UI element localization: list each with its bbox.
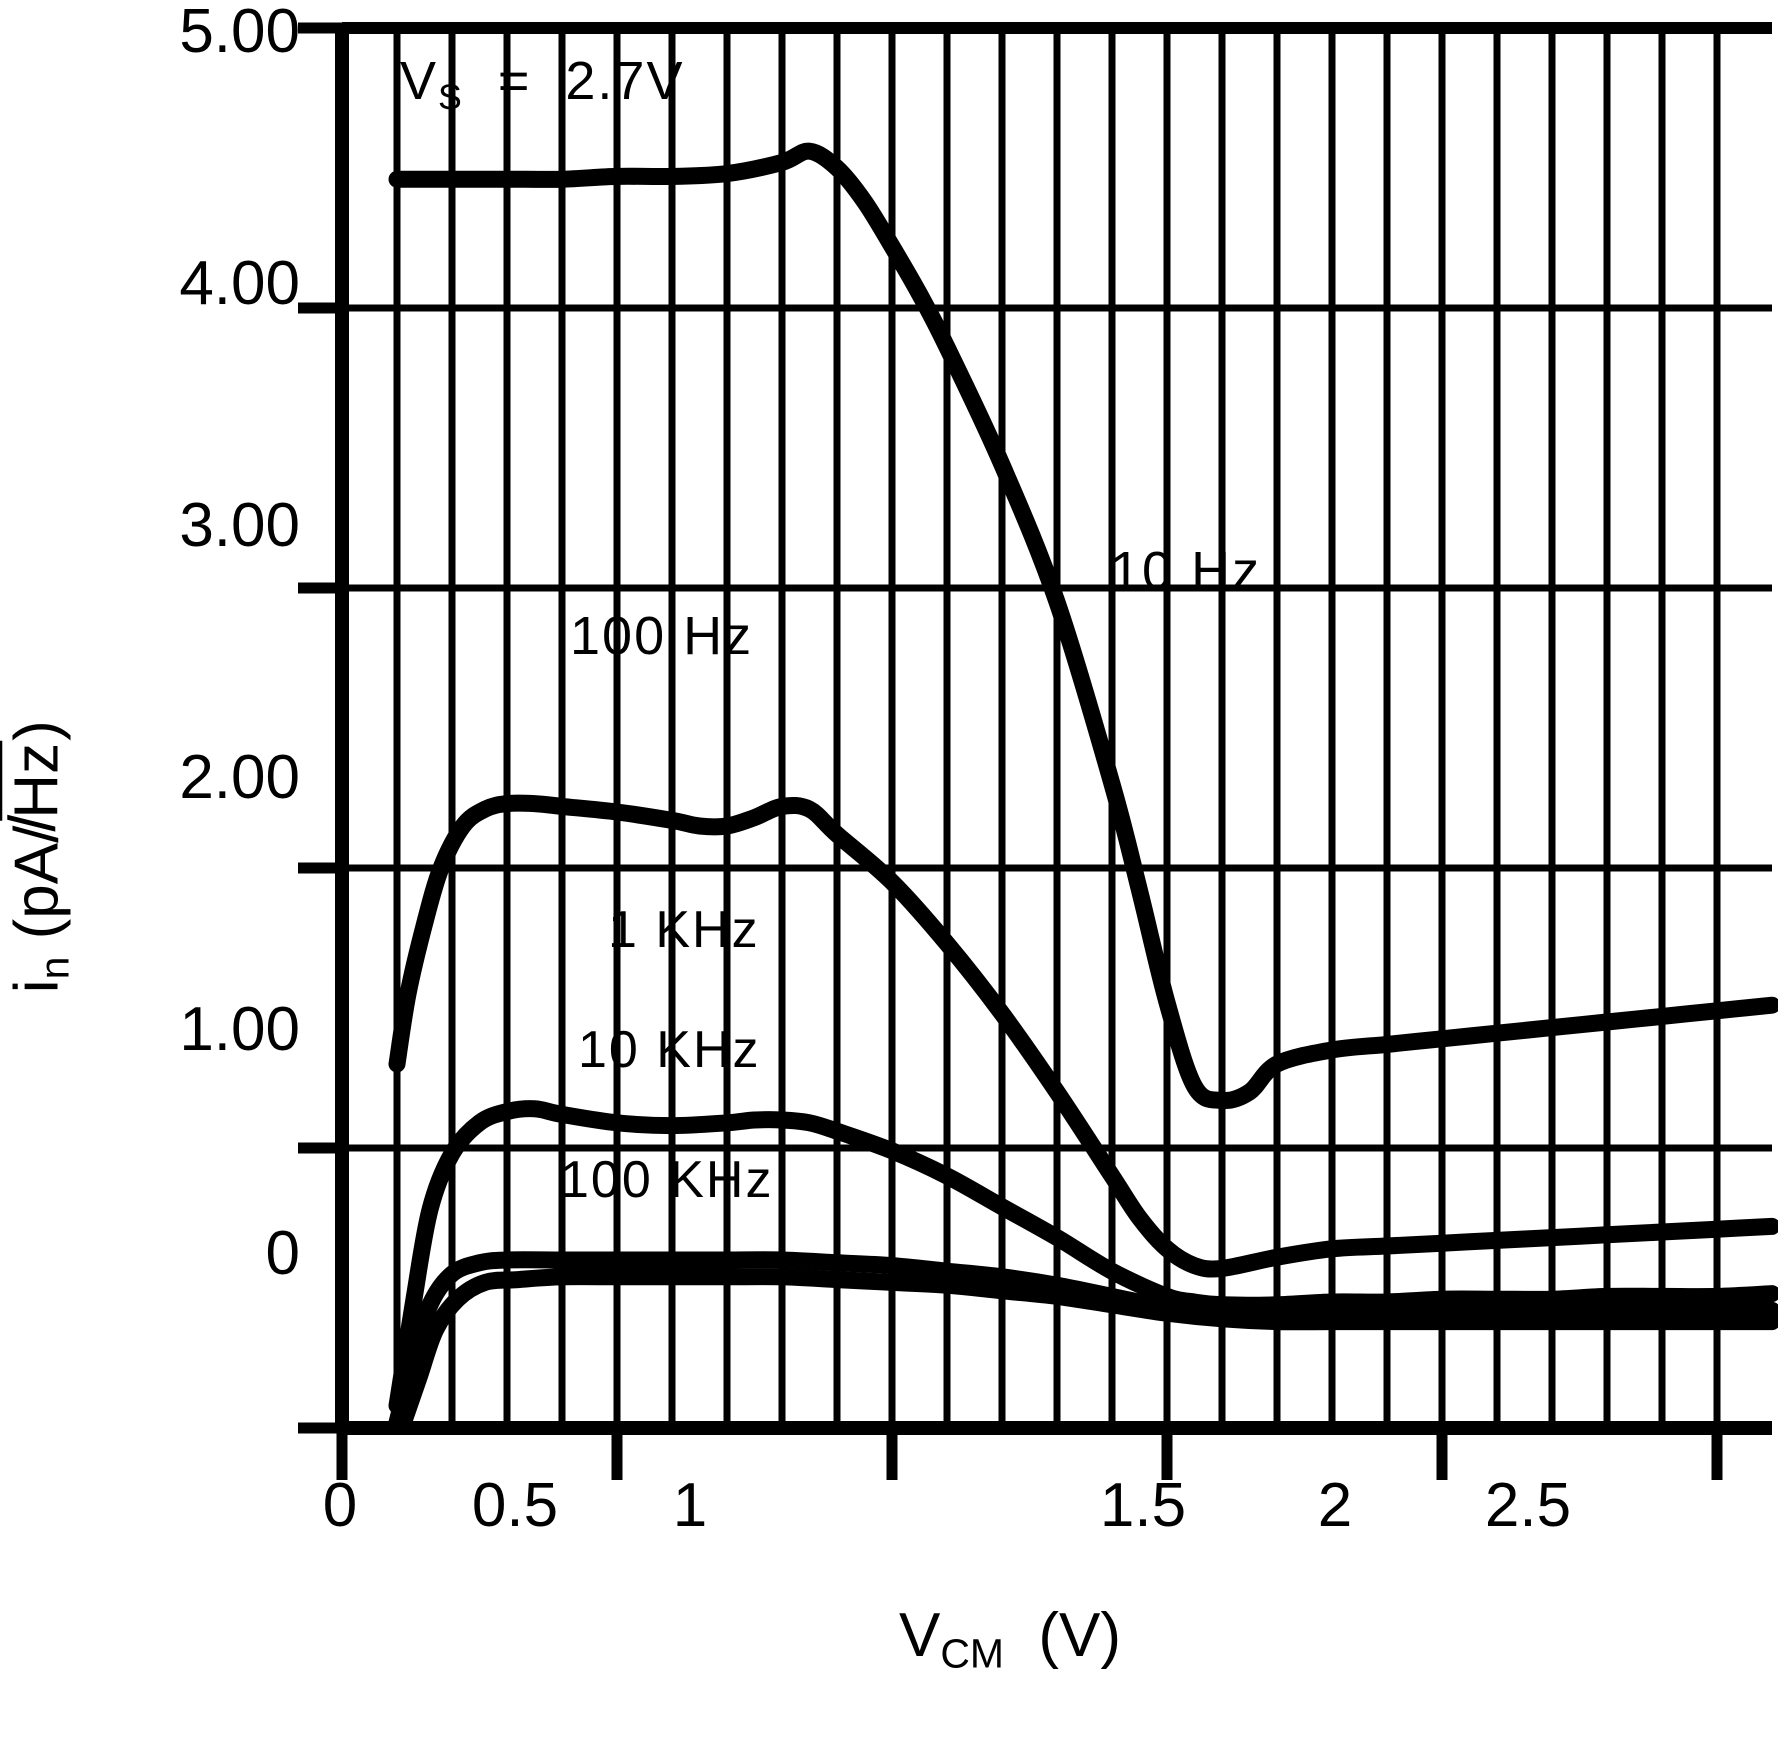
supply-subscript: S — [438, 76, 464, 117]
axis-ticks — [298, 22, 1723, 1480]
annotation-10khz: 10 KHz — [578, 1021, 761, 1079]
xtick-label: 0.5 — [471, 1471, 559, 1540]
axis-frame — [335, 22, 1772, 1435]
x-axis-var: V — [898, 1601, 941, 1670]
x-axis-unit: (V) — [1038, 1601, 1122, 1670]
ytick-label: 4.00 — [179, 249, 300, 318]
annotation-100khz: 100 KHz — [560, 1151, 774, 1209]
ytick-label: 2.00 — [179, 743, 300, 812]
y-axis-unit-open: (pA/ — [2, 825, 72, 940]
ytick-label: 5.00 — [179, 0, 300, 66]
y-axis-unit-hz: Hz — [0, 740, 72, 821]
series-line-100-khz — [394, 1268, 1778, 1434]
xtick-label: 2.5 — [1484, 1471, 1572, 1540]
y-axis-unit-close: ) — [2, 720, 72, 741]
annotation-10hz: 10 Hz — [1110, 541, 1262, 601]
grid-minor — [393, 28, 1721, 1428]
series-line-10-hz — [388, 142, 1778, 1110]
ytick-label: 3.00 — [179, 491, 300, 560]
supply-value: 2.7V — [565, 51, 685, 111]
supply-symbol: V — [400, 51, 439, 111]
x-axis-title: VCM (V) — [660, 1600, 1360, 1677]
sqrt-icon: Hz — [0, 740, 72, 826]
series-line-1-khz — [388, 1100, 1778, 1415]
y-axis-var-sub: n — [31, 956, 78, 980]
xtick-label: 1.5 — [1099, 1471, 1187, 1540]
data-series-group — [388, 142, 1778, 1434]
ytick-label: 1.00 — [179, 995, 300, 1064]
x-axis-var-sub: CM — [940, 1630, 1004, 1677]
y-axis-title: in (pA/Hz) — [0, 537, 78, 1177]
annotation-supply-voltage: VS = 2.7V — [400, 50, 684, 118]
annotation-1khz: 1 KHz — [608, 901, 760, 959]
y-axis-var: i — [2, 979, 72, 994]
xtick-label: 0 — [322, 1471, 358, 1540]
xtick-label: 2 — [1317, 1471, 1353, 1540]
xtick-label: 1 — [672, 1471, 708, 1540]
annotation-100hz: 100 Hz — [570, 606, 754, 666]
ytick-label: 0 — [265, 1219, 300, 1288]
supply-equals: = — [497, 51, 532, 111]
series-line-100-hz — [388, 794, 1778, 1278]
